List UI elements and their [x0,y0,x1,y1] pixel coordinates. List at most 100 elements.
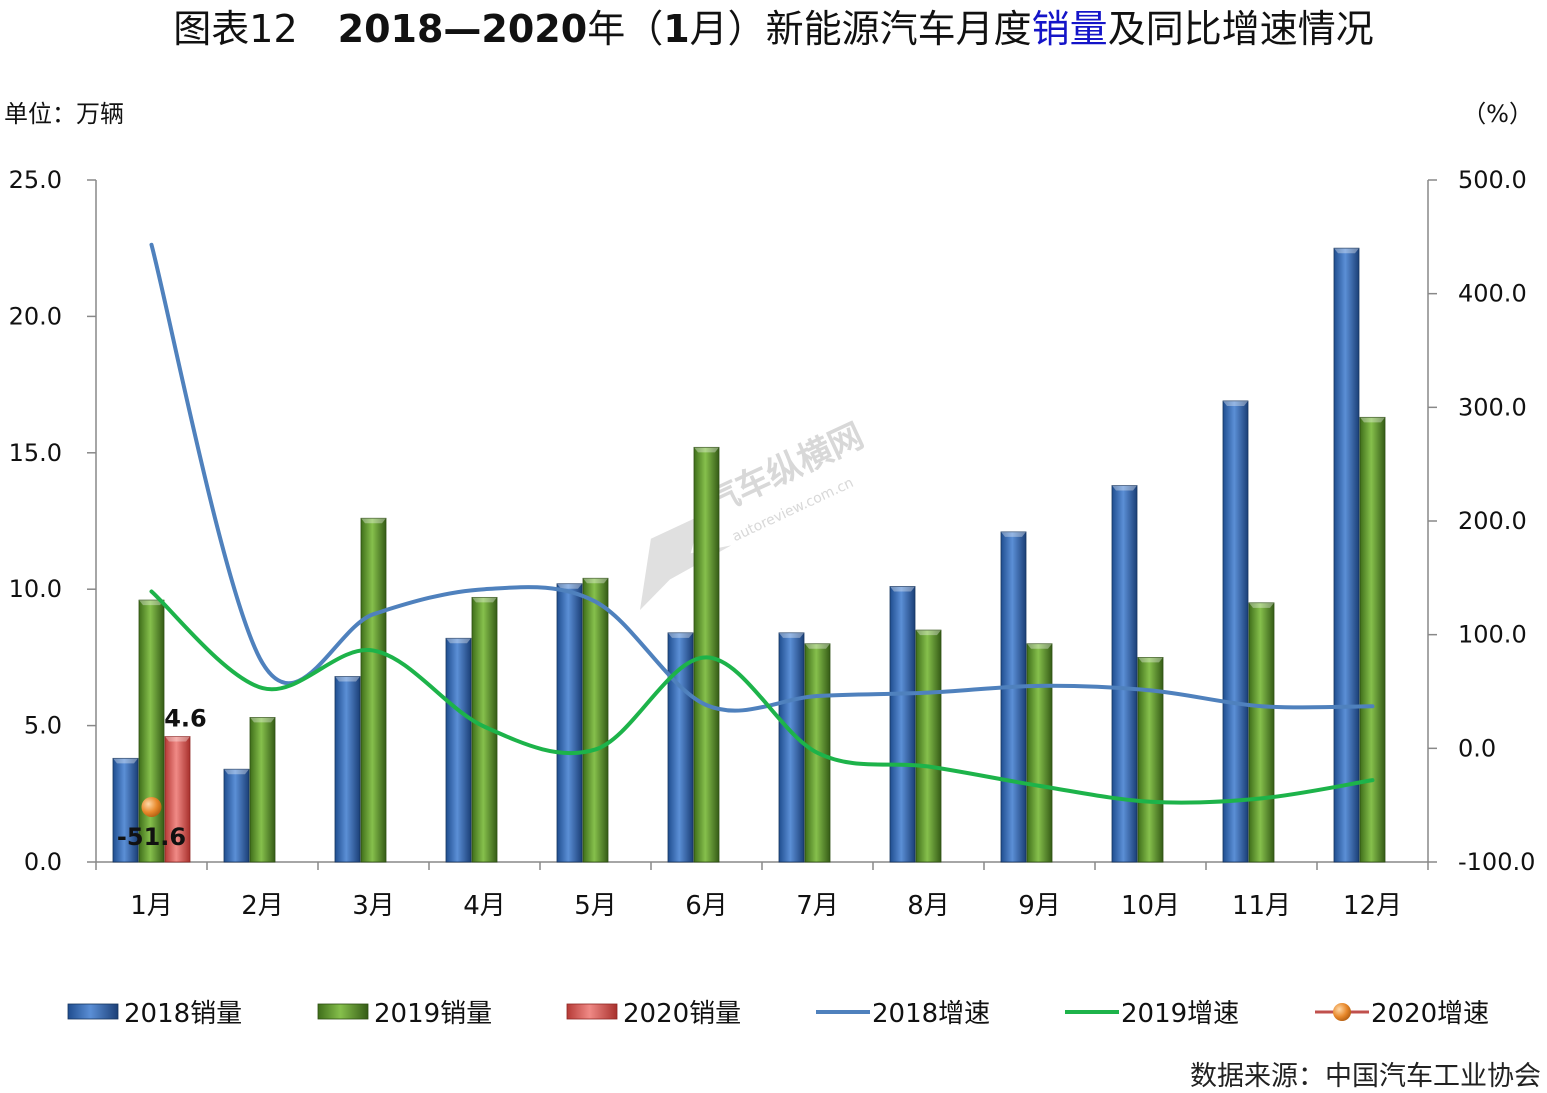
bar-body [556,583,583,863]
legend-swatch [67,1003,119,1020]
bar-bevel [1001,531,1026,537]
bar-body [778,632,805,863]
bar-2018销量-5月 [556,583,583,863]
bar-body [1000,531,1027,863]
bar-bevel [779,632,804,638]
bar-bevel [694,447,719,453]
bar-body [693,446,720,863]
bar-bevel [668,632,693,638]
bar-bevel [139,600,164,606]
bar-2018销量-2月 [223,768,250,863]
bar-bevel [805,643,830,649]
bar-bevel [361,518,386,524]
bar-bevel [1249,602,1274,608]
point-2020增速 [141,796,162,817]
bar-body [582,577,609,863]
watermark-logo-icon [640,515,732,610]
bar-body [1026,643,1053,863]
legend-label: 2018销量 [124,999,242,1029]
bar-2018销量-12月 [1333,247,1360,863]
title-suffix: 及同比增速情况 [1107,7,1374,51]
x-tick-label: 12月 [1343,891,1402,921]
bar-2018销量-1月 [112,757,139,863]
left-tick-label: 15.0 [9,439,62,467]
bar-2019销量-9月 [1026,643,1053,863]
legend-item-2019销量: 2019销量 [317,999,492,1029]
data-labels: 4.6 -51.6 [117,705,207,851]
line-2019增速 [149,589,1375,805]
x-tick-label: 2月 [241,891,284,921]
title-mid1: 年（ [587,7,664,51]
legend-label: 2019增速 [1121,999,1239,1029]
legend-label: 2020增速 [1371,999,1489,1029]
left-tick-label: 0.0 [24,848,62,876]
bar-2018销量-4月 [445,637,472,863]
x-tick-label: 10月 [1121,891,1180,921]
legend-swatch-point [1333,1003,1351,1021]
legend-item-2020增速: 2020增速 [1315,999,1489,1029]
bar-bevel [1334,248,1359,254]
data-label-2020-sales: 4.6 [164,705,207,733]
bar-bevel [472,597,497,603]
title-prefix: 图表12 [173,7,298,51]
bar-bevel [1138,657,1163,663]
bar-2018销量-9月 [1000,531,1027,863]
bar-body [223,768,250,863]
bar-body [889,586,916,863]
bar-2018销量-10月 [1111,485,1138,863]
axes: 0.0 5.0 10.0 15.0 20.0 25.0 -100.0 0.0 100.0 200.… [9,166,1536,921]
bar-body [164,736,191,863]
right-tick-label: 400.0 [1458,280,1527,308]
legend-label: 2020销量 [623,999,741,1029]
left-tick-label: 5.0 [24,712,62,740]
x-tick-label: 7月 [796,891,839,921]
x-tick-label: 8月 [907,891,950,921]
right-tick-label: 0.0 [1458,734,1496,762]
title-years: 2018—2020 [337,7,588,51]
bar-bevel [113,758,138,764]
legend: 2018销量 2019销量 2020销量 2018增速 2019增速 2020增速 [67,999,1489,1029]
right-tick-label: 100.0 [1458,621,1527,649]
bar-2020销量-1月 [164,736,191,863]
bar-2019销量-6月 [693,446,720,863]
right-tick-label: 200.0 [1458,507,1527,535]
legend-label: 2018增速 [872,999,990,1029]
right-axis-unit: （%） [1462,100,1533,128]
data-source: 数据来源：中国汽车工业协会 [1190,1061,1541,1092]
x-tick-label: 5月 [574,891,617,921]
right-tick-label: 300.0 [1458,393,1527,421]
left-tick-label: 25.0 [9,166,62,194]
bar-2019销量-2月 [249,717,276,863]
x-tick-label: 1月 [130,891,173,921]
bar-bevel [250,717,275,723]
title-month-number: 1 [663,7,690,51]
left-axis-unit: 单位：万辆 [4,100,124,128]
bar-2019销量-8月 [915,629,942,863]
bars [112,247,1386,863]
bar-bevel [335,676,360,682]
left-tick-label: 20.0 [9,302,62,330]
x-tick-label: 3月 [352,891,395,921]
x-tick-label: 9月 [1018,891,1061,921]
x-tick-label: 11月 [1232,891,1291,921]
bar-2018销量-11月 [1222,400,1249,863]
legend-item-2019增速: 2019增速 [1065,999,1239,1029]
bar-body [915,629,942,863]
bar-2018销量-8月 [889,586,916,863]
lines [141,242,1375,817]
bar-bevel [1223,400,1248,406]
title-mid2: 月）新能源汽车月度 [689,7,1032,51]
bar-body [138,599,165,863]
bar-bevel [1027,643,1052,649]
bar-bevel [165,736,190,742]
legend-item-2020销量: 2020销量 [566,999,741,1029]
legend-swatch [566,1003,618,1020]
bar-2019销量-1月 [138,599,165,863]
bar-body [360,517,387,863]
legend-swatch [317,1003,369,1020]
x-tick-label: 4月 [463,891,506,921]
data-label-2020-growth: -51.6 [117,823,186,851]
bar-body [1248,602,1275,863]
chart-title: 图表12 2018—2020年（1月）新能源汽车月度销量及同比增速情况 [0,6,1547,52]
